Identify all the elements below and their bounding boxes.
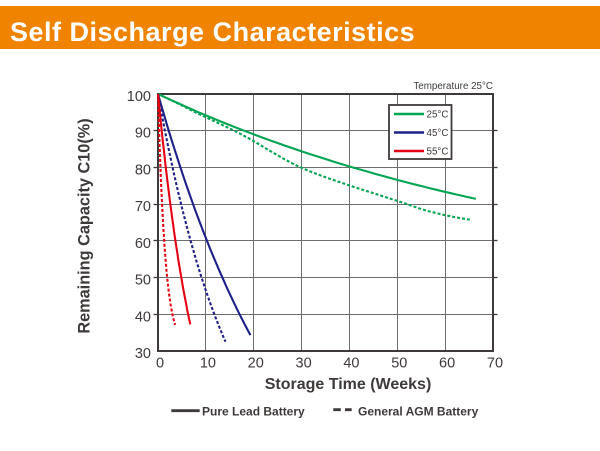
svg-text:Pure Lead Battery: Pure Lead Battery [202,405,305,419]
svg-text:30: 30 [296,356,312,372]
svg-text:90: 90 [135,126,151,142]
svg-text:60: 60 [439,356,455,372]
svg-text:50: 50 [391,356,407,372]
svg-text:60: 60 [135,236,151,252]
svg-text:70: 70 [487,356,503,372]
svg-text:30: 30 [135,346,151,362]
svg-text:10: 10 [200,356,216,372]
svg-text:80: 80 [135,162,151,178]
svg-text:55°C: 55°C [427,147,449,158]
svg-text:Remaining Capacity C10(%): Remaining Capacity C10(%) [76,118,94,333]
svg-text:20: 20 [248,356,264,372]
svg-text:25°C: 25°C [427,110,449,121]
svg-text:General AGM Battery: General AGM Battery [358,405,479,419]
svg-text:70: 70 [135,199,151,215]
svg-text:Temperature 25°C: Temperature 25°C [413,81,493,92]
svg-text:40: 40 [343,356,359,372]
svg-text:45°C: 45°C [427,128,449,139]
svg-text:40: 40 [135,309,151,325]
svg-text:Storage Time (Weeks): Storage Time (Weeks) [265,376,432,393]
svg-text:50: 50 [135,273,151,289]
svg-text:0: 0 [156,356,164,372]
svg-text:100: 100 [127,89,151,105]
